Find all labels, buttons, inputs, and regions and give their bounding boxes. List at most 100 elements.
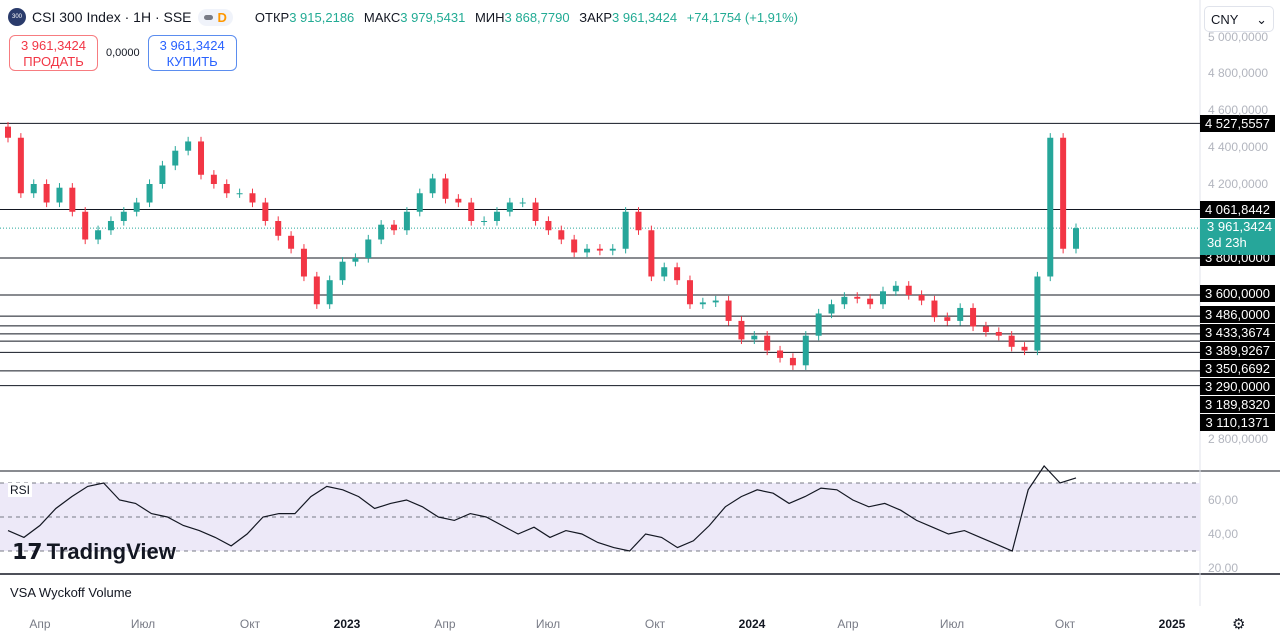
price-tick: 4 800,0000 bbox=[1208, 66, 1269, 80]
market-status-icon bbox=[203, 14, 213, 20]
time-tick: Окт bbox=[644, 617, 666, 631]
level-label: 3 290,0000 bbox=[1200, 378, 1275, 395]
candle-body bbox=[30, 184, 37, 194]
level-label: 3 110,1371 bbox=[1200, 414, 1275, 431]
candle-body bbox=[957, 307, 964, 321]
candle-body bbox=[236, 193, 243, 195]
sell-label: ПРОДАТЬ bbox=[23, 54, 84, 69]
level-label: 4 061,8442 bbox=[1200, 201, 1275, 218]
candle-body bbox=[995, 332, 1002, 336]
candle-body bbox=[275, 221, 282, 236]
candle-body bbox=[802, 335, 809, 366]
current-price: 3 961,3424 bbox=[1207, 219, 1273, 234]
candle-body bbox=[5, 126, 11, 138]
chevron-down-icon: ⌄ bbox=[1256, 12, 1267, 27]
candle-body bbox=[17, 137, 24, 194]
price-tick: 2 800,0000 bbox=[1208, 432, 1269, 446]
spread: 0,0000 bbox=[106, 47, 140, 59]
level-label: 3 433,3674 bbox=[1200, 324, 1275, 341]
candle-body bbox=[648, 230, 655, 277]
candle-body bbox=[95, 230, 102, 240]
time-tick: 2025 bbox=[1158, 617, 1186, 631]
tradingview-logo[interactable]: 𝟭𝟳 TradingView bbox=[12, 539, 176, 565]
open-key: ОТКР bbox=[254, 9, 290, 25]
brand-name: TradingView bbox=[46, 539, 176, 564]
candle-body bbox=[468, 202, 475, 221]
rsi-title[interactable]: RSI bbox=[8, 483, 33, 497]
candle-body bbox=[159, 165, 166, 184]
candle-body bbox=[69, 187, 76, 212]
currency-value: CNY bbox=[1211, 12, 1239, 27]
candle-body bbox=[365, 239, 372, 258]
time-tick: Окт bbox=[239, 617, 261, 631]
candle-body bbox=[1060, 137, 1067, 249]
candle-body bbox=[712, 300, 719, 303]
candle-body bbox=[918, 295, 925, 301]
settings-icon[interactable]: ⚙ bbox=[1232, 616, 1246, 633]
candle-body bbox=[403, 211, 410, 231]
candle-body bbox=[146, 184, 153, 203]
candle-body bbox=[815, 313, 822, 336]
low-value: 3 868,7790 bbox=[504, 9, 570, 25]
buy-button[interactable]: 3 961,3424 КУПИТЬ bbox=[147, 35, 237, 71]
candle-body bbox=[789, 357, 796, 366]
level-label: 3 189,8320 bbox=[1200, 396, 1275, 413]
level-label: 4 527,5557 bbox=[1200, 115, 1275, 132]
symbol-title[interactable]: CSI 300 Index · 1H · SSE bbox=[32, 9, 192, 25]
candle-body bbox=[519, 202, 526, 204]
candle-body bbox=[288, 235, 295, 249]
candle-body bbox=[43, 184, 50, 203]
candle-body bbox=[326, 280, 333, 305]
rsi-line bbox=[7, 465, 1077, 552]
candle-body bbox=[391, 224, 398, 231]
candle-body bbox=[622, 211, 629, 249]
candle-body bbox=[571, 239, 578, 253]
candle-body bbox=[133, 202, 140, 212]
candle-body bbox=[1047, 137, 1054, 277]
candle-body bbox=[1021, 346, 1028, 351]
change-value: +74,1754 (+1,91%) bbox=[686, 9, 799, 25]
candle-body bbox=[854, 296, 861, 299]
candle-body bbox=[738, 320, 745, 340]
ohlc-values: ОТКР3 915,2186 МАКС3 979,5431 МИН3 868,7… bbox=[255, 10, 804, 25]
candle-body bbox=[828, 304, 835, 314]
candle-body bbox=[442, 178, 449, 199]
time-tick: Апр bbox=[434, 617, 456, 631]
candle-body bbox=[982, 326, 989, 332]
candle-body bbox=[352, 258, 359, 262]
symbol-legend: 300 CSI 300 Index · 1H · SSE D ОТКР3 915… bbox=[8, 8, 804, 26]
candle-body bbox=[429, 178, 436, 194]
close-key: ЗАКР bbox=[579, 9, 612, 25]
candle-body bbox=[210, 174, 217, 184]
candle-body bbox=[879, 291, 886, 305]
rsi-tick: 40,00 bbox=[1208, 527, 1239, 541]
candle-body bbox=[532, 202, 539, 221]
candle-body bbox=[661, 267, 668, 277]
current-price-label: 3 961,3424 3d 23h bbox=[1200, 219, 1275, 255]
time-tick: Июл bbox=[939, 617, 965, 631]
timeframe-badge[interactable]: D bbox=[197, 8, 233, 26]
rsi-tick: 60,00 bbox=[1208, 493, 1239, 507]
tv-logo-icon: 𝟭𝟳 bbox=[12, 539, 43, 564]
candle-body bbox=[609, 248, 616, 251]
time-tick: Июл bbox=[130, 617, 156, 631]
sell-button[interactable]: 3 961,3424 ПРОДАТЬ bbox=[9, 35, 98, 71]
open-value: 3 915,2186 bbox=[289, 9, 355, 25]
candle-body bbox=[249, 193, 256, 203]
level-label: 3 350,6692 bbox=[1200, 360, 1275, 377]
level-label: 3 600,0000 bbox=[1200, 285, 1275, 302]
vsa-indicator-title[interactable]: VSA Wyckoff Volume bbox=[10, 585, 132, 600]
candle-body bbox=[1034, 276, 1041, 351]
candle-body bbox=[970, 307, 977, 327]
low-key: МИН bbox=[474, 9, 505, 25]
currency-select[interactable]: CNY ⌄ bbox=[1204, 6, 1274, 32]
sell-price: 3 961,3424 bbox=[20, 38, 87, 53]
candle-body bbox=[545, 221, 552, 231]
price-tick: 5 000,0000 bbox=[1208, 30, 1269, 44]
candle-body bbox=[493, 211, 500, 221]
candle-body bbox=[262, 202, 269, 221]
time-tick: 2023 bbox=[333, 617, 361, 631]
level-label: 3 389,9267 bbox=[1200, 342, 1275, 359]
time-tick: 2024 bbox=[738, 617, 766, 631]
